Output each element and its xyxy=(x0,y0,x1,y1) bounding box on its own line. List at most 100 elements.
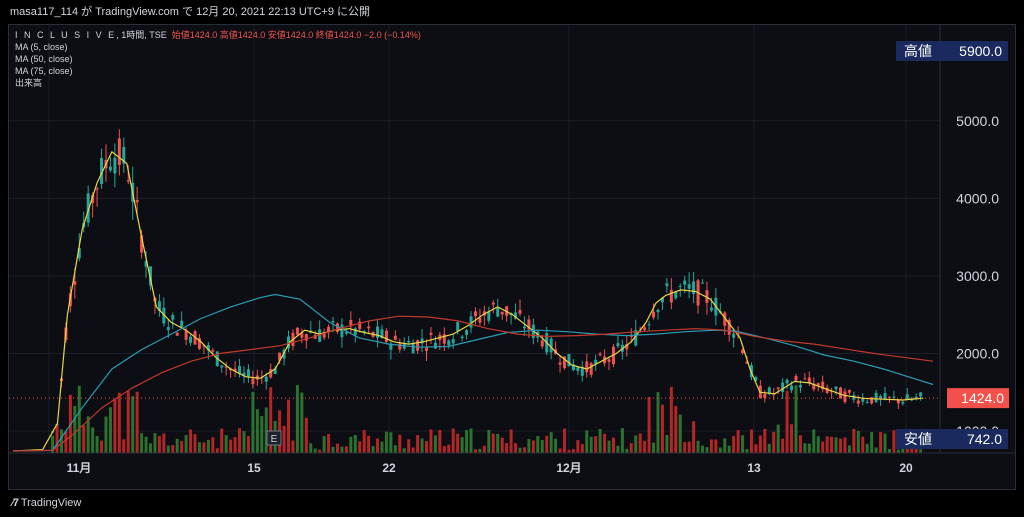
candle-body xyxy=(905,394,909,400)
candle-body xyxy=(246,369,250,377)
candle-body xyxy=(798,385,802,388)
legend-ma75[interactable]: MA (75, close) xyxy=(15,66,73,76)
volume-bar xyxy=(473,449,477,453)
candle-body xyxy=(269,369,273,378)
candle-body xyxy=(652,311,656,318)
volume-bar xyxy=(678,414,682,453)
volume-bar xyxy=(393,445,397,453)
volume-bar xyxy=(549,432,553,453)
candle-body xyxy=(211,350,215,352)
volume-bar xyxy=(238,428,242,453)
candle-body xyxy=(647,324,651,326)
volume-bar xyxy=(211,437,215,453)
volume-bar xyxy=(304,417,308,453)
candle-body xyxy=(197,338,201,349)
volume-bar xyxy=(816,436,820,453)
volume-bar xyxy=(157,435,161,453)
volume-bar xyxy=(184,434,188,453)
y-tick-label: 5000.0 xyxy=(956,113,999,129)
volume-bar xyxy=(367,435,371,453)
tradingview-brand[interactable]: TradingView xyxy=(20,497,82,509)
legend-volume[interactable]: 出来高 xyxy=(15,78,43,88)
candle-body xyxy=(465,330,469,335)
volume-bar xyxy=(656,392,660,453)
candle-body xyxy=(157,301,161,312)
volume-bar xyxy=(807,443,811,453)
candle-body xyxy=(496,308,500,317)
volume-bar xyxy=(660,404,664,453)
volume-bar xyxy=(607,440,611,453)
volume-bar xyxy=(790,424,794,453)
volume-bar xyxy=(714,439,718,453)
volume-bar xyxy=(883,433,887,453)
candle-body xyxy=(429,332,433,335)
volume-bar xyxy=(718,447,722,453)
volume-bar xyxy=(487,429,491,453)
volume-bar xyxy=(313,448,317,453)
x-tick-label: 22 xyxy=(382,461,396,475)
volume-bar xyxy=(554,438,558,453)
volume-bar xyxy=(638,433,642,453)
candle-body xyxy=(674,292,678,299)
price-chart-svg[interactable]: 11月152212月13201000.02000.03000.04000.050… xyxy=(9,25,1015,489)
candle-body xyxy=(389,343,393,350)
candle-body xyxy=(460,336,464,338)
volume-bar xyxy=(919,449,923,453)
volume-bar xyxy=(674,406,678,453)
candle-body xyxy=(91,195,95,204)
volume-bar xyxy=(870,432,874,453)
volume-bar xyxy=(371,446,375,453)
volume-bar xyxy=(598,428,602,453)
low-value-text: 742.0 xyxy=(967,431,1002,447)
last-price-text: 1424.0 xyxy=(961,390,1004,406)
volume-bar xyxy=(433,435,437,453)
volume-bar xyxy=(496,433,500,453)
candle-body xyxy=(473,311,477,317)
candle-body xyxy=(847,390,851,393)
candle-body xyxy=(625,344,629,350)
volume-bar xyxy=(834,437,838,453)
volume-bar xyxy=(376,438,380,453)
volume-bar xyxy=(620,428,624,453)
volume-bar xyxy=(309,443,313,453)
volume-bar xyxy=(197,442,201,453)
candle-body xyxy=(754,377,758,381)
candle-body xyxy=(563,356,567,369)
candle-body xyxy=(727,319,731,335)
volume-bar xyxy=(843,437,847,453)
legend-ma50[interactable]: MA (50, close) xyxy=(15,54,73,64)
candle-body xyxy=(353,328,357,335)
volume-bar xyxy=(353,434,357,453)
volume-bar xyxy=(625,448,629,453)
volume-bar xyxy=(616,445,620,453)
candle-body xyxy=(140,235,144,253)
ma-line-75 xyxy=(12,315,934,452)
volume-bar xyxy=(892,430,896,453)
tradingview-footer: ⁄7 TradingView xyxy=(0,490,1024,517)
candle-body xyxy=(794,375,798,381)
candle-body xyxy=(522,326,526,329)
volume-bar xyxy=(705,447,709,453)
candle-body xyxy=(162,307,166,324)
chart-panel[interactable]: 11月152212月13201000.02000.03000.04000.050… xyxy=(8,24,1016,490)
legend-symbol[interactable]: I N C L U S I V E xyxy=(15,30,117,40)
volume-bar xyxy=(153,433,157,453)
ma-line-5 xyxy=(12,150,924,452)
candle-body xyxy=(705,290,709,303)
volume-bar xyxy=(852,428,856,453)
candle-body xyxy=(901,401,905,404)
candle-body xyxy=(919,392,923,397)
volume-bar xyxy=(683,442,687,453)
candle-body xyxy=(874,392,878,402)
candle-body xyxy=(411,343,415,354)
candle-body xyxy=(914,396,918,400)
candle-body xyxy=(843,391,847,402)
candle-body xyxy=(242,372,246,376)
x-tick-label: 13 xyxy=(747,461,761,475)
candle-body xyxy=(892,396,896,398)
volume-bar xyxy=(896,449,900,453)
volume-bar xyxy=(113,398,117,453)
volume-bar xyxy=(856,430,860,453)
legend-ma5[interactable]: MA (5, close) xyxy=(15,42,68,52)
volume-bar xyxy=(149,443,153,453)
